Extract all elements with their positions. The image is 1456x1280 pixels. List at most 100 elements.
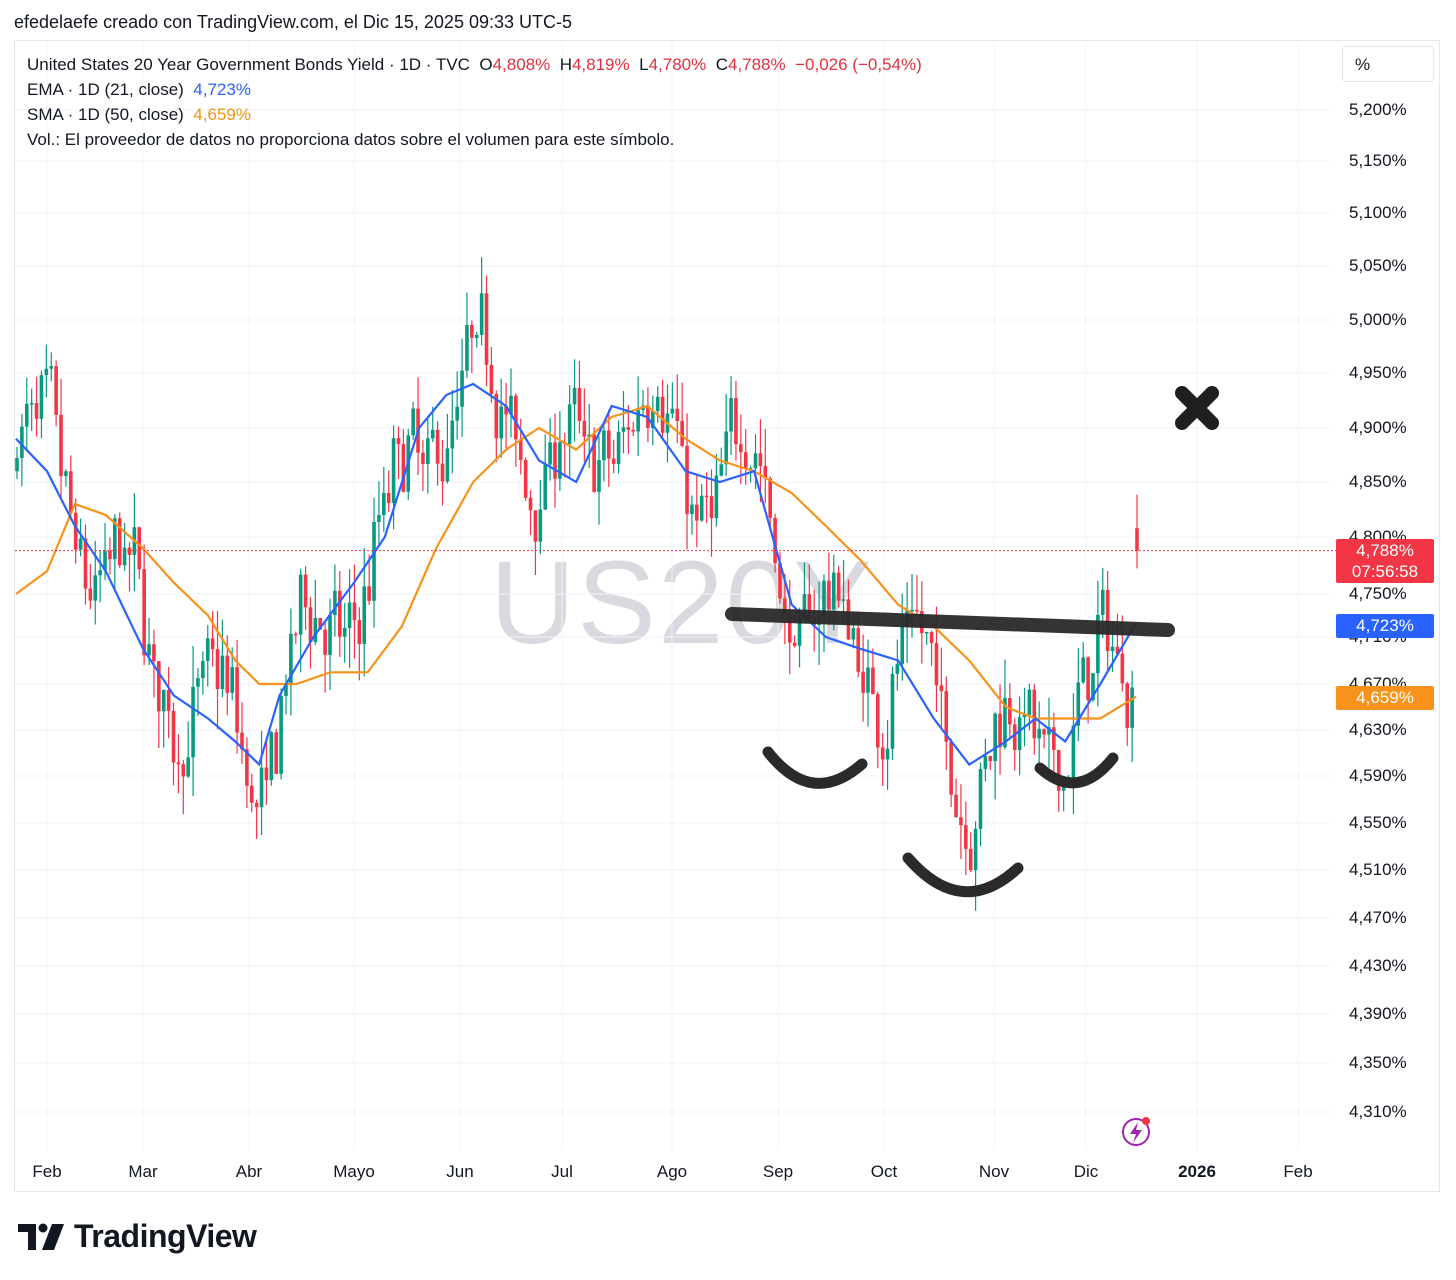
candle-up <box>24 403 29 427</box>
candle-up <box>616 431 621 465</box>
volume-note: Vol.: El proveedor de datos no proporcio… <box>27 130 675 149</box>
candle-down <box>626 427 631 430</box>
candle-down <box>871 667 875 695</box>
candle-up <box>822 580 826 618</box>
candle-up <box>587 434 592 437</box>
candle-down <box>318 618 323 630</box>
candle-up <box>161 690 166 712</box>
candle-up <box>201 660 205 679</box>
candle-up <box>465 324 469 371</box>
alert-icon-dot <box>1142 1117 1150 1125</box>
candle-down <box>959 817 963 826</box>
legend-sma-row[interactable]: SMA · 1D (50, close) 4,659% <box>27 102 922 127</box>
candle-up <box>851 628 856 640</box>
price-tick-label: 4,470% <box>1349 908 1407 927</box>
candle-up <box>426 438 430 464</box>
candle-up <box>714 475 719 519</box>
candle-down <box>245 749 249 786</box>
candle-down <box>308 607 313 643</box>
candle-down <box>768 478 772 518</box>
candle-down <box>489 364 494 394</box>
price-tick-label: 4,900% <box>1349 418 1407 437</box>
candle-down <box>435 429 440 464</box>
candle-up <box>831 572 836 610</box>
price-tick-label: 4,590% <box>1349 766 1407 785</box>
sma-price-tag: 4,659% <box>1336 686 1434 710</box>
candle-up <box>98 570 102 576</box>
candle-down <box>807 594 812 619</box>
candle-up <box>978 768 983 829</box>
brand-name: TradingView <box>74 1218 257 1254</box>
candle-down <box>964 825 968 849</box>
candle-up <box>895 663 900 674</box>
price-tick-label: 5,000% <box>1349 310 1407 329</box>
close-value: 4,788% <box>727 55 786 74</box>
candle-up <box>259 767 264 808</box>
price-tick-label: 4,630% <box>1349 720 1407 739</box>
candle-up <box>44 368 49 376</box>
change-value: −0,026 (−0,54%) <box>795 55 922 74</box>
candle-up <box>567 404 572 444</box>
candle-down <box>861 671 865 693</box>
price-tick-label: 4,390% <box>1349 1004 1407 1023</box>
candle-down <box>1105 589 1110 652</box>
candle-up <box>411 408 415 436</box>
candle-down <box>856 628 861 672</box>
tradingview-logo-icon <box>18 1223 64 1250</box>
candle-up <box>597 460 601 492</box>
right-shoulder-drawing <box>1034 752 1119 789</box>
candle-up <box>103 550 107 571</box>
candle-up <box>196 678 200 687</box>
candle-up <box>621 427 626 432</box>
price-tick-label: 4,850% <box>1349 472 1407 491</box>
candle-down <box>1042 728 1046 735</box>
candle-down <box>152 644 156 662</box>
time-tick-label: Abr <box>235 1162 263 1181</box>
candle-down <box>323 629 327 655</box>
candle-up <box>455 406 459 421</box>
candle-up <box>885 748 890 760</box>
close-key: C <box>715 55 728 74</box>
price-tick-label: 4,350% <box>1349 1053 1407 1072</box>
candle-down <box>675 408 680 421</box>
alert-icon-bolt <box>1130 1122 1142 1143</box>
candle-up <box>450 420 455 449</box>
candle-up <box>910 609 914 612</box>
candle-down <box>264 767 269 781</box>
candle-down <box>763 466 768 479</box>
candle-down <box>210 638 215 650</box>
candle-up <box>655 396 660 412</box>
bar-countdown: 07:56:58 <box>1351 562 1419 581</box>
candle-up <box>802 594 807 618</box>
candle-down <box>1125 683 1130 728</box>
candle-down <box>743 452 748 469</box>
candle-up <box>313 618 318 643</box>
candle-up <box>1061 785 1066 791</box>
candle-down <box>954 794 958 818</box>
candle-down <box>787 615 792 643</box>
candle-down <box>606 430 611 459</box>
symbol-description[interactable]: United States 20 Year Government Bonds Y… <box>27 55 470 74</box>
alert-flash-icon[interactable] <box>1122 1117 1150 1146</box>
candle-down <box>792 642 797 646</box>
candle-down <box>709 496 714 519</box>
ema-price-tag: 4,723% <box>1336 614 1434 638</box>
candle-down <box>117 518 122 566</box>
candle-up <box>15 457 19 472</box>
neckline-drawing <box>725 607 1175 637</box>
candle-up <box>636 410 640 432</box>
sma-line <box>15 404 1137 720</box>
candle-up <box>230 667 234 693</box>
candle-down <box>440 463 445 482</box>
candle-down <box>704 495 709 498</box>
candle-down <box>68 471 73 513</box>
legend-ema-row[interactable]: EMA · 1D (21, close) 4,723% <box>27 77 922 102</box>
candle-up <box>699 495 704 521</box>
candle-up <box>543 464 548 510</box>
axis-unit-button[interactable]: % <box>1342 46 1434 82</box>
candle-up <box>377 515 381 522</box>
tradingview-logo[interactable]: TradingView <box>18 1218 257 1255</box>
candle-up <box>797 617 802 646</box>
high-key: H <box>559 55 572 74</box>
